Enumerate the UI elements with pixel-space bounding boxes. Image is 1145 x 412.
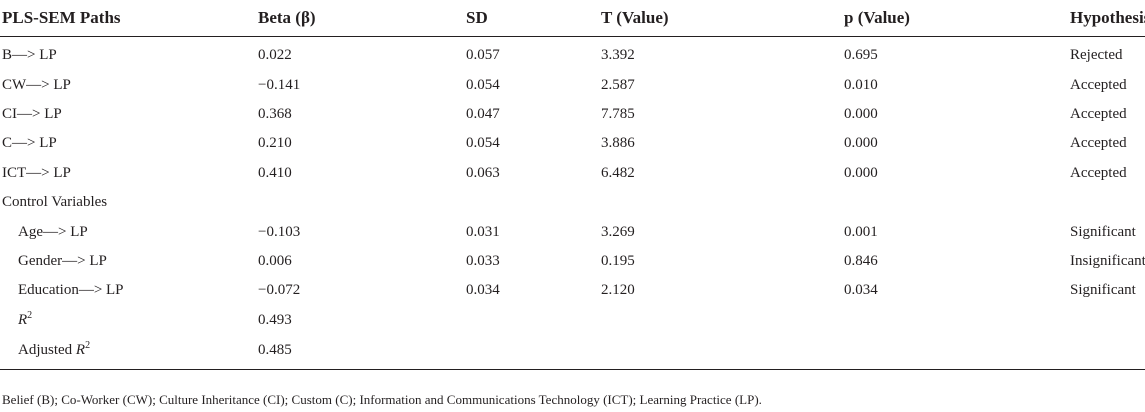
control-variables-label: Control Variables	[2, 194, 108, 211]
table-row: Gender—> LP 0.006 0.033 0.195 0.846 Insi…	[0, 247, 1145, 276]
cell-t: 2.120	[601, 282, 635, 299]
cell-t: 2.587	[601, 76, 635, 93]
cell-path: ICT—> LP	[2, 164, 71, 181]
cell-p: 0.695	[844, 47, 878, 64]
cell-path: C—> LP	[2, 135, 57, 152]
table-row: B—> LP 0.022 0.057 3.392 0.695 Rejected	[0, 37, 1145, 71]
cell-path: B—> LP	[2, 47, 57, 64]
cell-sd: 0.057	[466, 47, 500, 64]
cell-beta: −0.141	[258, 76, 301, 93]
cell-p: 0.846	[844, 252, 878, 269]
cell-path: CW—> LP	[2, 76, 71, 93]
cell-hypothesis: Significant	[1070, 223, 1136, 240]
table-footnote: Belief (B); Co-Worker (CW); Culture Inhe…	[2, 392, 762, 407]
r-squared-value: 0.493	[258, 311, 292, 328]
cell-p: 0.034	[844, 282, 878, 299]
cell-p: 0.010	[844, 76, 878, 93]
header-p-value: p (Value)	[842, 0, 1068, 37]
cell-t: 3.269	[601, 223, 635, 240]
cell-sd: 0.054	[466, 135, 500, 152]
cell-path: Education—> LP	[18, 282, 124, 299]
table-row: CW—> LP −0.141 0.054 2.587 0.010 Accepte…	[0, 70, 1145, 99]
cell-sd: 0.033	[466, 252, 500, 269]
cell-t: 3.886	[601, 135, 635, 152]
cell-t: 7.785	[601, 105, 635, 122]
cell-hypothesis: Significant	[1070, 282, 1136, 299]
header-beta: Beta (β)	[256, 0, 464, 37]
table-row: C—> LP 0.210 0.054 3.886 0.000 Accepted	[0, 129, 1145, 158]
header-row: PLS-SEM Paths Beta (β) SD T (Value) p (V…	[0, 0, 1145, 37]
header-t-value: T (Value)	[599, 0, 842, 37]
adjusted-r-squared-label: Adjusted R2	[0, 334, 256, 370]
cell-p: 0.000	[844, 105, 878, 122]
adjusted-r-squared-value: 0.485	[256, 334, 464, 370]
table-row: ICT—> LP 0.410 0.063 6.482 0.000 Accepte…	[0, 159, 1145, 188]
adjusted-r-squared-row: Adjusted R2 0.485	[0, 334, 1145, 370]
cell-beta: 0.410	[258, 164, 292, 181]
cell-hypothesis: Accepted	[1070, 135, 1127, 152]
header-paths: PLS-SEM Paths	[0, 0, 256, 37]
cell-sd: 0.034	[466, 282, 500, 299]
table-row: Education—> LP −0.072 0.034 2.120 0.034 …	[0, 276, 1145, 305]
cell-beta: 0.006	[258, 252, 292, 269]
control-variables-row: Control Variables	[0, 188, 1145, 217]
cell-hypothesis: Accepted	[1070, 164, 1127, 181]
cell-sd: 0.047	[466, 105, 500, 122]
header-sd: SD	[464, 0, 599, 37]
r-squared-row: R2 0.493	[0, 306, 1145, 335]
cell-beta: 0.210	[258, 135, 292, 152]
cell-beta: −0.103	[258, 223, 301, 240]
cell-p: 0.001	[844, 223, 878, 240]
cell-beta: 0.022	[258, 47, 292, 64]
cell-path: Age—> LP	[18, 223, 88, 240]
cell-p: 0.000	[844, 164, 878, 181]
cell-hypothesis: Rejected	[1070, 47, 1123, 64]
cell-beta: −0.072	[258, 282, 301, 299]
cell-path: Gender—> LP	[18, 252, 107, 269]
cell-t: 3.392	[601, 47, 635, 64]
cell-hypothesis: Accepted	[1070, 105, 1127, 122]
cell-path: CI—> LP	[2, 105, 62, 122]
cell-hypothesis: Accepted	[1070, 76, 1127, 93]
cell-beta: 0.368	[258, 105, 292, 122]
cell-t: 0.195	[601, 252, 635, 269]
table-row: CI—> LP 0.368 0.047 7.785 0.000 Accepted	[0, 100, 1145, 129]
cell-sd: 0.031	[466, 223, 500, 240]
table-row: Age—> LP −0.103 0.031 3.269 0.001 Signif…	[0, 217, 1145, 246]
cell-t: 6.482	[601, 164, 635, 181]
cell-sd: 0.063	[466, 164, 500, 181]
cell-hypothesis: Insignificant	[1070, 252, 1145, 269]
cell-p: 0.000	[844, 135, 878, 152]
r-squared-label: R2	[18, 309, 33, 328]
header-hypothesis: Hypothesis	[1068, 0, 1145, 37]
pls-sem-results-table: PLS-SEM Paths Beta (β) SD T (Value) p (V…	[0, 0, 1145, 370]
cell-sd: 0.054	[466, 76, 500, 93]
